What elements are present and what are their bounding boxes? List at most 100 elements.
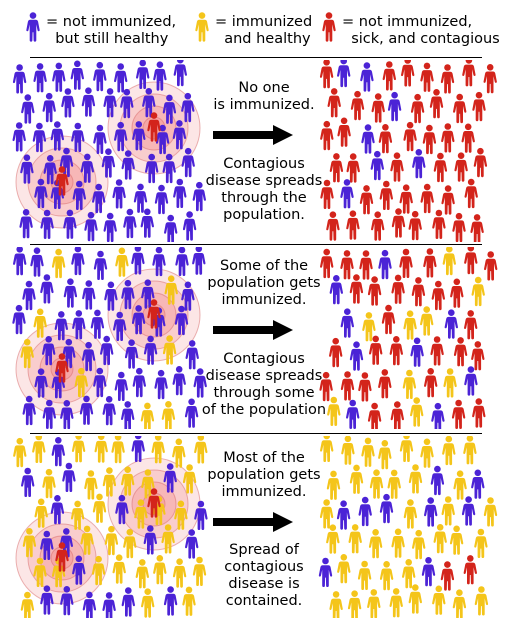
- person-immunized: [320, 436, 334, 462]
- person-sick: [346, 153, 360, 183]
- person-immunized: [368, 529, 383, 559]
- person-healthy: [155, 124, 170, 155]
- panel-most-immunization: Most of the population gets immunized. S…: [0, 436, 512, 626]
- person-healthy: [42, 399, 56, 429]
- person-healthy: [133, 183, 148, 213]
- person-immunized: [337, 554, 351, 584]
- person-sick: [450, 278, 464, 308]
- person-immunized: [408, 584, 422, 614]
- person-sick: [350, 90, 365, 121]
- person-immunized: [341, 436, 355, 465]
- person-healthy: [102, 592, 116, 618]
- person-sick: [367, 276, 382, 306]
- person-sick: [433, 152, 448, 183]
- person-sick: [147, 299, 161, 329]
- person-healthy: [20, 154, 34, 184]
- person-healthy: [114, 63, 128, 93]
- person-healthy: [93, 367, 107, 398]
- person-healthy: [173, 178, 187, 208]
- person-immunized: [420, 438, 434, 468]
- person-sick: [399, 184, 413, 214]
- legend-sick-contagious: = not immunized, sick, and contagious: [322, 8, 508, 52]
- population-before-crowd: [12, 247, 207, 429]
- person-immunized: [391, 528, 405, 558]
- person-healthy: [410, 337, 424, 367]
- person-healthy: [340, 179, 354, 209]
- person-healthy: [12, 122, 26, 152]
- person-healthy: [54, 311, 68, 341]
- person-healthy: [121, 150, 135, 180]
- person-immunized: [182, 464, 197, 494]
- person-sick: [432, 209, 446, 239]
- person-healthy: [71, 122, 85, 152]
- person-healthy: [340, 308, 354, 338]
- person-immunized: [347, 590, 362, 618]
- person-sick: [147, 488, 161, 518]
- person-healthy: [173, 60, 187, 87]
- person-sick: [440, 561, 455, 591]
- person-sick: [453, 93, 467, 124]
- outcome-caption: Contagious disease spreads through the p…: [205, 156, 323, 223]
- person-healthy: [154, 369, 168, 400]
- person-healthy: [360, 62, 374, 92]
- person-sick: [389, 336, 403, 366]
- person-sick: [470, 214, 484, 242]
- legend-label: = not immunized, sick, and contagious: [342, 14, 500, 47]
- person-sick: [340, 371, 355, 401]
- person-healthy: [162, 94, 177, 124]
- person-figure-icon: [26, 12, 40, 42]
- person-healthy: [132, 121, 146, 151]
- person-immunized: [102, 467, 117, 497]
- arrow-right-icon: [213, 512, 293, 532]
- person-healthy: [60, 586, 74, 616]
- person-sick: [379, 180, 393, 210]
- person-healthy: [153, 61, 167, 91]
- arrow-right-icon: [213, 320, 293, 340]
- person-sick: [420, 183, 434, 214]
- person-healthy: [424, 497, 438, 527]
- person-sick: [340, 250, 354, 280]
- person-healthy: [104, 281, 118, 311]
- person-healthy: [124, 339, 139, 369]
- person-healthy: [430, 465, 445, 496]
- person-immunized: [453, 470, 467, 500]
- person-healthy: [318, 557, 333, 587]
- person-immunized: [471, 276, 485, 307]
- panel-no-immunization: No one is immunized. Contagious disease …: [0, 60, 512, 250]
- person-immunized: [442, 436, 456, 466]
- population-after-crowd: [318, 436, 498, 618]
- person-healthy: [51, 437, 65, 467]
- person-immunized: [387, 469, 401, 499]
- person-sick: [422, 124, 437, 155]
- person-sick: [464, 310, 478, 340]
- person-healthy: [461, 496, 476, 526]
- person-healthy: [131, 436, 145, 462]
- divider-1: [30, 244, 482, 245]
- outcome-caption: Contagious disease spreads through some …: [201, 351, 327, 418]
- person-immunized: [141, 469, 155, 499]
- person-healthy: [121, 401, 135, 429]
- person-healthy: [142, 88, 156, 118]
- divider-top: [30, 57, 482, 58]
- person-immunized: [389, 588, 403, 618]
- person-healthy: [184, 398, 199, 428]
- person-immunized: [164, 275, 178, 305]
- person-immunized: [463, 436, 477, 465]
- person-sick: [320, 120, 334, 151]
- person-sick: [461, 123, 475, 153]
- person-healthy: [40, 530, 54, 560]
- person-sick: [420, 62, 434, 92]
- person-sick: [471, 341, 485, 371]
- person-sick: [359, 250, 373, 280]
- population-before-crowd: [13, 436, 208, 618]
- person-healthy: [63, 278, 78, 308]
- person-healthy: [131, 305, 146, 335]
- person-immunized: [134, 499, 148, 529]
- person-healthy: [33, 63, 47, 93]
- person-immunized: [367, 589, 381, 618]
- person-immunized: [174, 500, 188, 530]
- person-sick: [462, 60, 476, 87]
- person-healthy: [112, 179, 126, 209]
- person-healthy: [346, 399, 360, 429]
- person-healthy: [50, 495, 65, 525]
